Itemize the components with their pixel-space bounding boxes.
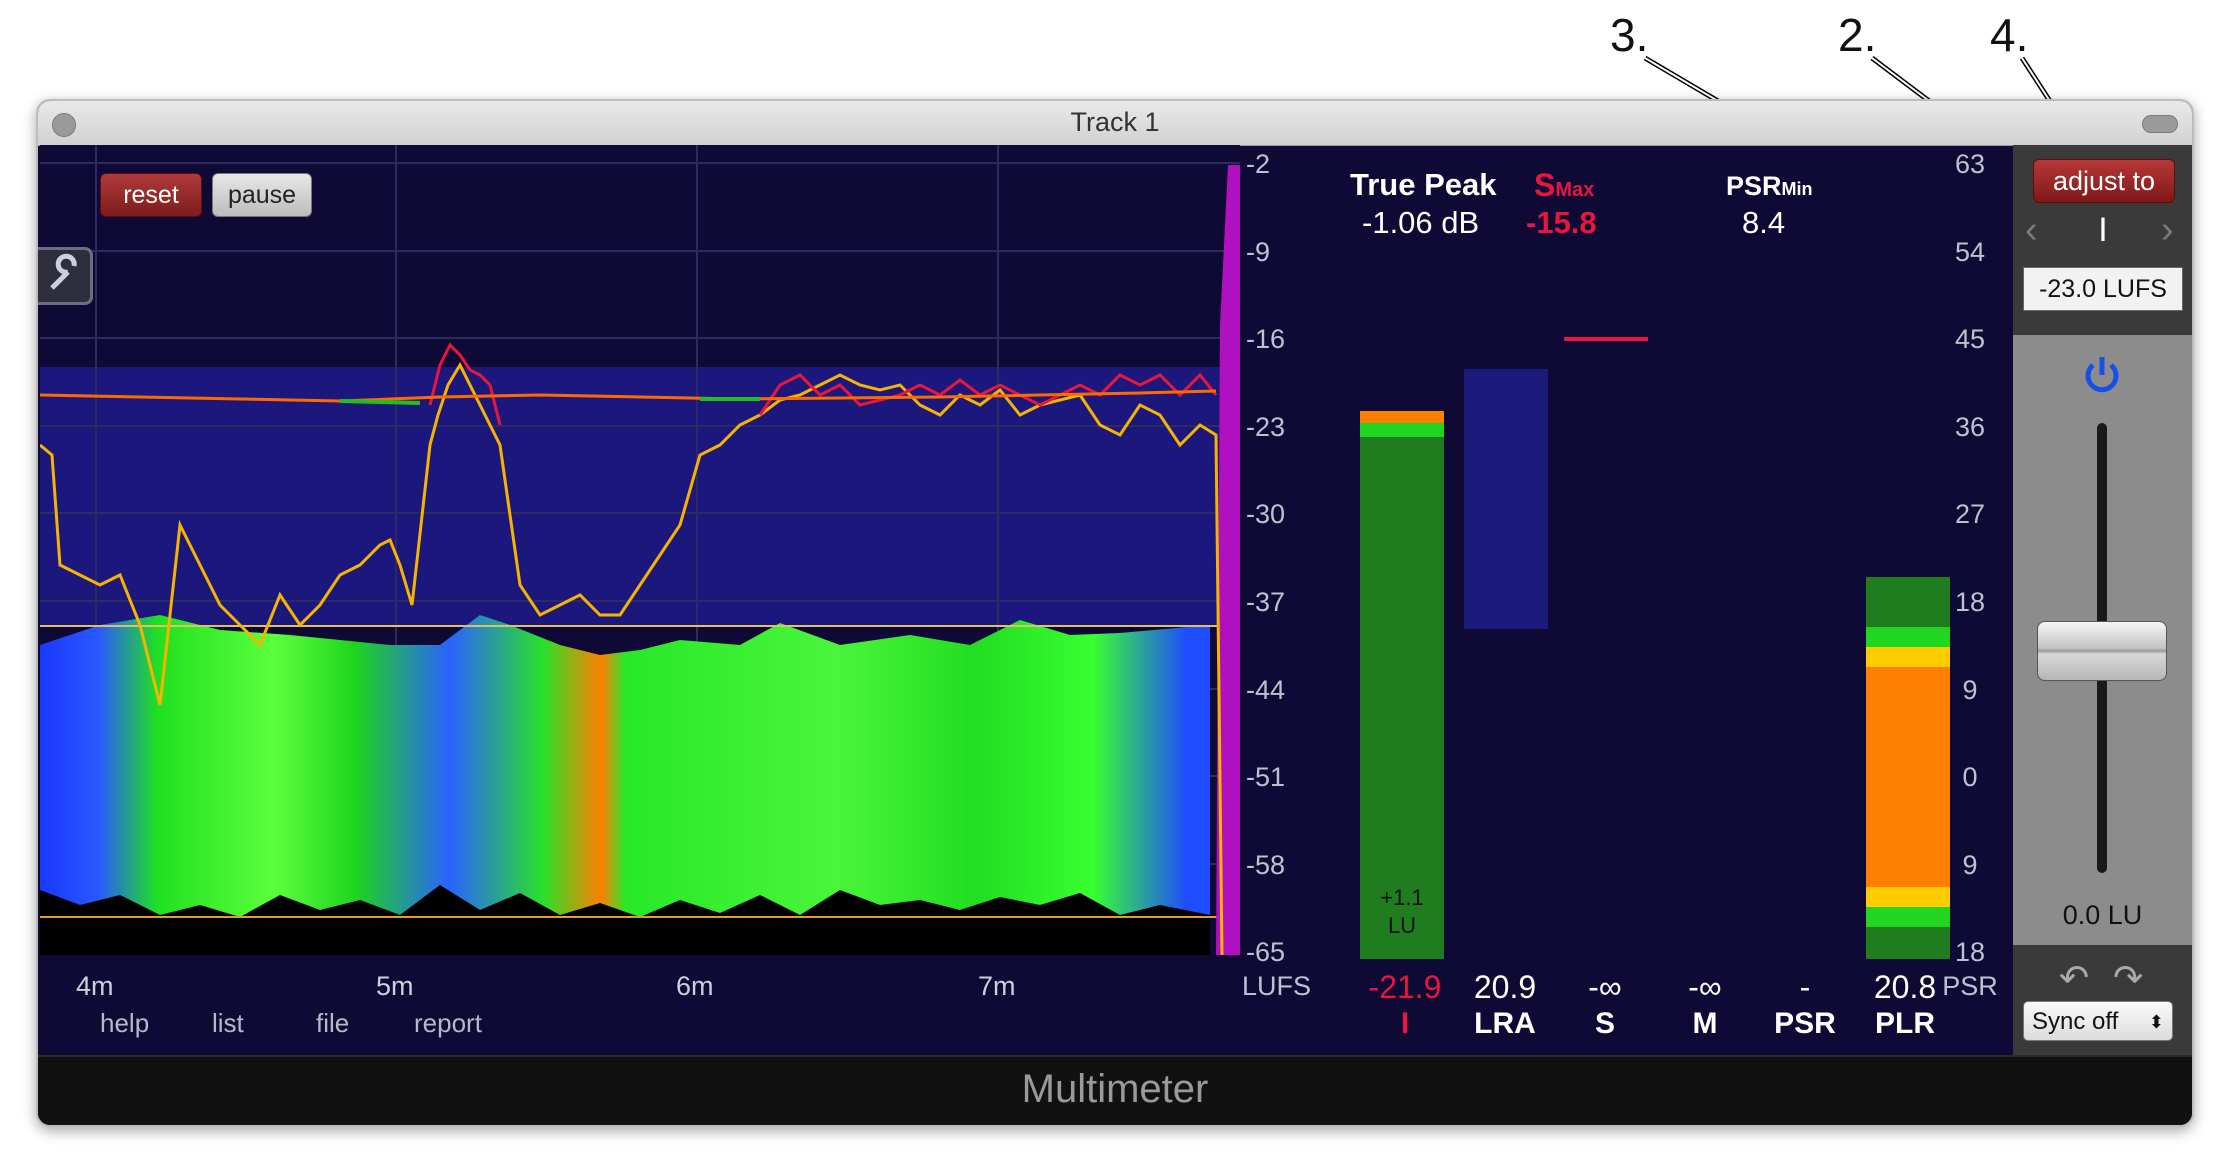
sync-select-value: Sync off (2032, 1008, 2119, 1035)
callout-3: 3. (1610, 9, 1649, 61)
loudness-meters (1360, 337, 1950, 959)
lufs-tick: -37 (1246, 587, 1286, 617)
psr-tick: 27 (1954, 499, 1986, 529)
psr-value: - (1799, 969, 1811, 1005)
loudness-control-panel: adjust to ‹ I › -23.0 LUFS 0.0 LU ↶ ↷ Sy… (2013, 145, 2192, 1055)
select-arrows-icon: ⬍ (2148, 1012, 2164, 1032)
lufs-tick: -58 (1246, 850, 1286, 880)
window-resize-pill-icon[interactable] (2142, 115, 2178, 133)
callout-2: 2. (1838, 9, 1877, 61)
lufs-tick: -44 (1246, 675, 1286, 705)
lufs-tick: -16 (1246, 324, 1286, 354)
psr-tick: 36 (1954, 412, 1986, 442)
time-tick: 7m (978, 971, 1016, 1001)
time-tick: 6m (676, 971, 714, 1001)
integrated-delta: +1.1 (1380, 885, 1424, 910)
lufs-tick: -30 (1246, 499, 1286, 529)
integrated-value: -21.9 (1368, 969, 1442, 1005)
true-peak-label: True Peak (1350, 167, 1497, 202)
undo-icon[interactable]: ↶ (2059, 957, 2090, 998)
psr-min-text: PSR (1726, 171, 1782, 201)
target-loudness-field[interactable]: -23.0 LUFS (2023, 267, 2183, 311)
chevron-right-icon[interactable]: › (2161, 209, 2174, 251)
target-mode: I (2098, 211, 2108, 249)
smax-letter: S (1534, 167, 1556, 203)
lufs-tick: -9 (1246, 237, 1271, 267)
integrated-label: I (1400, 1007, 1410, 1040)
gain-value: 0.0 LU (2062, 900, 2143, 930)
psr-tick: 0 (1962, 762, 1978, 792)
lufs-tick: -2 (1246, 149, 1271, 179)
time-tick: 4m (76, 971, 114, 1001)
gain-slider-knob[interactable] (2037, 621, 2167, 681)
chevron-left-icon[interactable]: ‹ (2025, 209, 2038, 251)
psr-label: PSR (1774, 1007, 1836, 1040)
title-bar[interactable]: Track 1 (38, 101, 2192, 146)
psr-tick: 9 (1962, 850, 1978, 880)
lra-value: 20.9 (1473, 969, 1537, 1005)
lufs-tick: -23 (1246, 412, 1286, 442)
short-term-value: -∞ (1588, 969, 1622, 1005)
plugin-footer: Multimeter (38, 1055, 2192, 1125)
plugin-name: Multimeter (1021, 1067, 1209, 1111)
smax-label: SMax (1534, 167, 1594, 204)
psr-tick: 9 (1962, 675, 1978, 705)
momentary-value: -∞ (1688, 969, 1722, 1005)
file-link[interactable]: file (316, 1008, 350, 1038)
psr-tick: 54 (1954, 237, 1986, 267)
power-icon[interactable] (2077, 351, 2127, 401)
adjust-to-button[interactable]: adjust to (2033, 159, 2175, 203)
pause-button[interactable]: pause (212, 173, 312, 217)
time-tick: 5m (376, 971, 414, 1001)
psr-min-subscript: Min (1781, 179, 1813, 199)
redo-icon[interactable]: ↷ (2113, 957, 2144, 998)
sync-select[interactable]: Sync off ⬍ (2023, 1001, 2173, 1041)
smax-subscript: Max (1555, 179, 1595, 201)
wrench-icon[interactable] (38, 247, 93, 305)
short-term-label: S (1594, 1007, 1615, 1040)
psr-tick: 45 (1954, 324, 1986, 354)
report-link[interactable]: report (414, 1008, 482, 1038)
psr-min-label: PSRMin (1726, 171, 1813, 202)
psr-min-value: 8.4 (1742, 205, 1786, 240)
lufs-unit: LUFS (1242, 971, 1312, 1001)
lra-label: LRA (1474, 1007, 1536, 1040)
callout-4: 4. (1990, 9, 2029, 61)
psr-unit: PSR (1942, 971, 1998, 1001)
loudness-history-graph[interactable] (40, 145, 1240, 955)
smax-value: -15.8 (1526, 205, 1597, 240)
true-peak-value: -1.06 dB (1362, 205, 1480, 240)
psr-tick: 18 (1954, 587, 1986, 617)
momentary-label: M (1692, 1007, 1718, 1040)
close-dot-icon[interactable] (52, 113, 76, 137)
lufs-tick: -51 (1246, 762, 1286, 792)
reset-button[interactable]: reset (100, 173, 202, 217)
integrated-delta-unit: LU (1387, 913, 1417, 938)
window-title: Track 1 (1070, 107, 1160, 137)
list-link[interactable]: list (212, 1008, 244, 1038)
plr-label: PLR (1875, 1007, 1935, 1040)
help-link[interactable]: help (100, 1008, 150, 1038)
psr-tick: 63 (1954, 149, 1986, 179)
plr-value: 20.8 (1873, 969, 1937, 1005)
lufs-tick: -65 (1246, 937, 1286, 967)
psr-tick: 18 (1954, 937, 1986, 967)
plugin-window: Track 1 (36, 99, 2194, 1127)
